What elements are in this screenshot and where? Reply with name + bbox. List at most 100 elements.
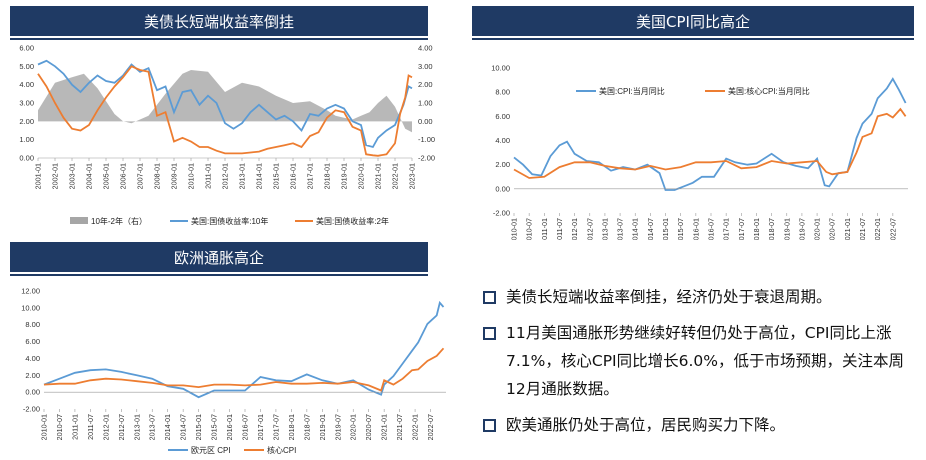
x-tick-label: 2018-07	[302, 414, 311, 440]
series-line-core-cpi	[513, 107, 907, 179]
header-underline	[472, 38, 914, 40]
x-tick-label: 2008-01	[153, 163, 162, 189]
y-tick-label: 3.00	[418, 62, 433, 71]
x-tick-label: 2014-01	[163, 414, 172, 440]
series-line-euro-cpi	[43, 300, 445, 399]
y-tick-label: 1.00	[418, 99, 433, 108]
y-tick-label: 2.00	[418, 80, 433, 89]
y-tick-label: 2.00	[19, 117, 34, 126]
y-tick-label: -2.00	[23, 405, 40, 414]
y-tick-label: 0.00	[495, 184, 510, 193]
x-tick-label: 2022-01	[391, 163, 400, 189]
x-tick-label: 2019-01	[318, 414, 327, 440]
x-tick-label: 2010-01	[510, 218, 519, 240]
x-tick-label: 2016-07	[707, 218, 716, 240]
series-line-10y	[37, 59, 413, 149]
y-tick-label: 6.00	[19, 44, 34, 53]
x-tick-label: 2001-01	[34, 163, 43, 189]
x-tick-label: 2011-07	[555, 218, 564, 240]
x-tick-label: 2018-07	[767, 218, 776, 240]
y-tick-label: 0.00	[418, 117, 433, 126]
x-tick-label: 2020-07	[364, 414, 373, 440]
x-tick-label: 2015-01	[194, 414, 203, 440]
x-tick-label: 2013-07	[148, 414, 157, 440]
legend-label-euro-cpi: 欧元区 CPI	[191, 445, 231, 455]
y-tick-label: 2.00	[25, 371, 40, 380]
y-tick-label: 1.00	[19, 135, 34, 144]
x-tick-label: 2018-01	[287, 414, 296, 440]
x-tick-label: 2020-01	[813, 218, 822, 240]
y-tick-label: 6.00	[25, 337, 40, 346]
x-tick-label: 2020-01	[349, 414, 358, 440]
x-tick-label: 2013-01	[600, 218, 609, 240]
x-tick-label: 2016-01	[225, 414, 234, 440]
x-tick-label: 2016-01	[289, 163, 298, 189]
x-tick-label: 2009-01	[170, 163, 179, 189]
x-tick-label: 2021-01	[374, 163, 383, 189]
x-tick-label: 2016-07	[241, 414, 250, 440]
x-tick-label: 2018-01	[752, 218, 761, 240]
x-tick-label: 2019-01	[340, 163, 349, 189]
x-tick-label: 2017-07	[737, 218, 746, 240]
x-tick-label: 2012-01	[570, 218, 579, 240]
x-tick-label: 2011-01	[540, 218, 549, 240]
x-tick-label: 2007-01	[136, 163, 145, 189]
x-tick-label: 2015-07	[210, 414, 219, 440]
legend-label-10y: 美国:国债收益率:10年	[191, 216, 268, 226]
x-tick-label: 2021-07	[395, 414, 404, 440]
x-tick-label: 2022-01	[411, 414, 420, 440]
x-tick-label: 2022-07	[888, 218, 897, 240]
x-tick-label: 2017-07	[271, 414, 280, 440]
header-underline	[10, 38, 428, 40]
panel-header-treasury: 美债长短端收益率倒挂	[10, 6, 428, 40]
x-tick-label: 2010-01	[40, 414, 49, 440]
y-tick-label: -2.00	[493, 209, 510, 218]
x-tick-label: 2002-01	[51, 163, 60, 189]
x-tick-label: 2018-01	[323, 163, 332, 189]
y-tick-label: 4.00	[19, 80, 34, 89]
x-tick-label: 2013-01	[132, 414, 141, 440]
x-tick-label: 2021-07	[858, 218, 867, 240]
x-tick-label: 2017-01	[256, 414, 265, 440]
y-tick-label: 10.00	[21, 303, 40, 312]
panel-title: 美债长短端收益率倒挂	[143, 12, 294, 31]
x-tick-label: 2005-01	[102, 163, 111, 189]
y-tick-label: 2.00	[495, 160, 510, 169]
x-tick-label: 2011-01	[70, 414, 79, 440]
x-tick-label: 2014-01	[255, 163, 264, 189]
x-tick-label: 2011-07	[86, 414, 95, 440]
x-tick-label: 2010-01	[187, 163, 196, 189]
x-tick-label: 2021-01	[843, 218, 852, 240]
legend-label-cpi: 美国:CPI:当月同比	[599, 86, 665, 96]
x-tick-label: 2010-07	[55, 414, 64, 440]
square-bullet-icon	[483, 291, 496, 304]
x-tick-label: 2016-01	[691, 218, 700, 240]
legend-label-core-cpi: 美国:核心CPI:当月同比	[728, 86, 810, 96]
x-tick-label: 2015-07	[676, 218, 685, 240]
bullet-text: 11月美国通胀形势继续好转但仍处于高位，CPI同比上涨7.1%，核心CPI同比增…	[506, 324, 904, 398]
legend-swatch-spread	[70, 217, 88, 224]
y-tick-label: 12.00	[21, 287, 40, 296]
series-area-spread	[38, 70, 412, 133]
y-tick-label: 8.00	[495, 88, 510, 97]
x-tick-label: 2022-07	[426, 414, 435, 440]
x-tick-label: 2012-07	[585, 218, 594, 240]
x-tick-label: 2015-01	[661, 218, 670, 240]
y-tick-label: 10.00	[491, 64, 510, 73]
x-tick-label: 2019-01	[782, 218, 791, 240]
x-tick-label: 2003-01	[68, 163, 77, 189]
y-tick-label: -2.00	[418, 154, 435, 163]
x-tick-label: 2017-01	[306, 163, 315, 189]
square-bullet-icon	[483, 419, 496, 432]
x-tick-label: 2020-01	[357, 163, 366, 189]
x-tick-label: 2014-07	[179, 414, 188, 440]
legend-label-euro-core: 核心CPI	[267, 445, 296, 455]
panel-title: 欧洲通胀高企	[173, 248, 264, 267]
bullet-text: 欧美通胀仍处于高位，居民购买力下降。	[506, 416, 786, 434]
panel-title: 美国CPI同比高企	[636, 12, 750, 31]
bullet-text: 美债长短端收益率倒挂，经济仍处于衰退周期。	[506, 288, 832, 306]
y-tick-label: 4.00	[25, 354, 40, 363]
legend-label-2y: 美国:国债收益率:2年	[316, 216, 389, 226]
y-tick-label: 0.00	[25, 388, 40, 397]
y-tick-label: 0.00	[19, 154, 34, 163]
